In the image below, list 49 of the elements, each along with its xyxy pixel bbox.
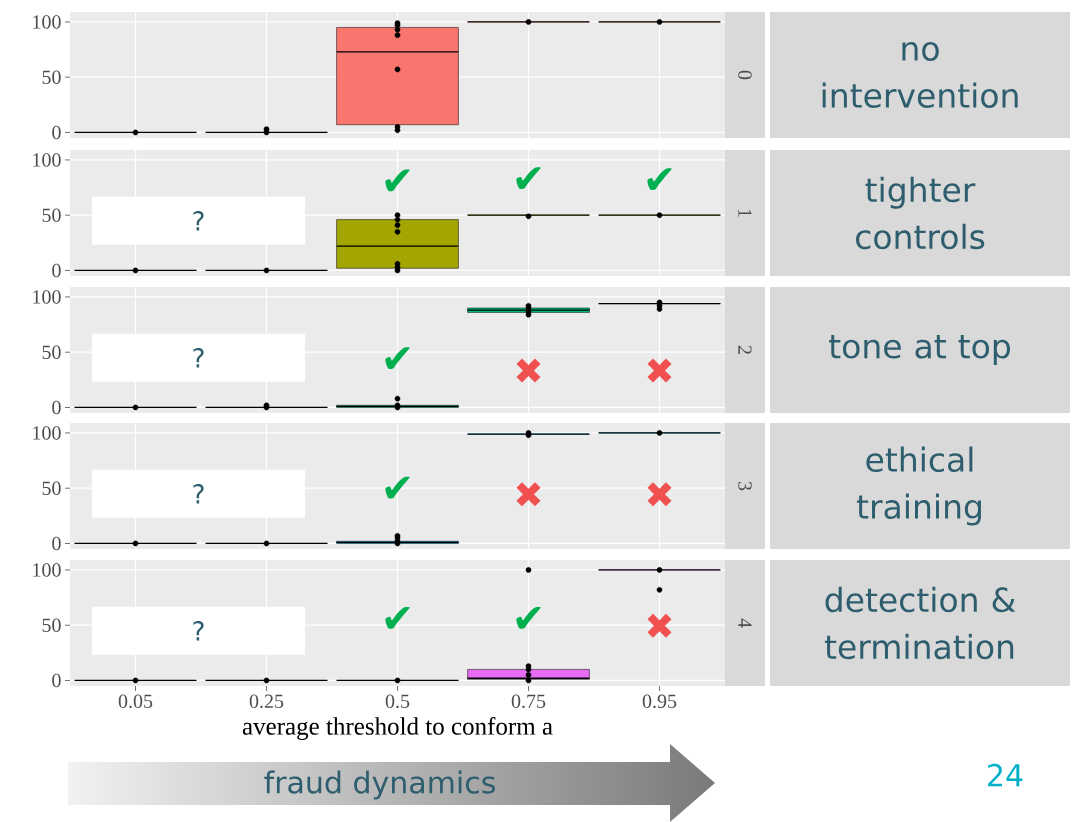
x-tick-label: 0.5 <box>385 694 410 709</box>
y-tick-label: 100 <box>33 563 61 577</box>
annotation: ✖ <box>647 358 672 383</box>
y-tick-label: 0 <box>52 400 61 415</box>
annotation: ✔ <box>385 607 410 629</box>
y2-axis-title: 0 <box>738 70 752 80</box>
annotation: ? <box>193 211 204 231</box>
text: detection & termination <box>824 586 1016 660</box>
y-tick-label: 50 <box>42 481 61 495</box>
annotation: ✔ <box>516 607 541 629</box>
text: tone at top <box>829 334 1010 366</box>
annotation: ✔ <box>385 347 410 370</box>
y-tick-label: 50 <box>42 208 61 222</box>
y-tick-label: 50 <box>42 345 61 359</box>
annotation: ✖ <box>516 482 541 507</box>
annotation: ? <box>193 484 204 504</box>
text: tighter controls <box>856 176 985 250</box>
annotation: ✔ <box>647 168 672 191</box>
text: fraud dynamics <box>264 770 495 800</box>
y-tick-label: 50 <box>42 618 61 632</box>
annotation: ✖ <box>516 358 541 383</box>
y-tick-label: 50 <box>42 70 61 84</box>
y-tick-label: 0 <box>52 263 61 278</box>
y2-axis-title: 3 <box>738 481 752 491</box>
y-tick-label: 0 <box>52 536 61 551</box>
annotation: ? <box>193 348 204 368</box>
x-tick-label: 0.25 <box>249 694 284 709</box>
y-tick-label: 100 <box>33 153 61 167</box>
x-tick-label: 0.05 <box>118 694 153 709</box>
y-tick-label: 0 <box>52 125 61 140</box>
text: ethical training <box>856 446 981 526</box>
annotation: ? <box>193 621 204 641</box>
text: no intervention <box>822 42 1018 108</box>
annotation: ✔ <box>516 167 541 189</box>
x-axis-title: average threshold to conform a <box>242 716 553 740</box>
annotation: ✖ <box>647 482 672 507</box>
y-tick-label: 0 <box>52 673 61 688</box>
y-tick-label: 100 <box>33 15 61 29</box>
y2-axis-title: 1 <box>738 209 752 217</box>
x-tick-label: 0.95 <box>642 694 677 709</box>
y2-axis-title: 4 <box>738 618 752 628</box>
annotation: ✔ <box>385 476 410 499</box>
y-tick-label: 100 <box>33 426 61 440</box>
y-tick-label: 100 <box>33 290 61 304</box>
x-tick-label: 0.75 <box>511 694 546 709</box>
annotation: ✖ <box>647 613 672 638</box>
y2-axis-title: 2 <box>738 345 752 354</box>
text: 24 <box>988 763 1023 787</box>
annotation: ✔ <box>385 169 410 192</box>
